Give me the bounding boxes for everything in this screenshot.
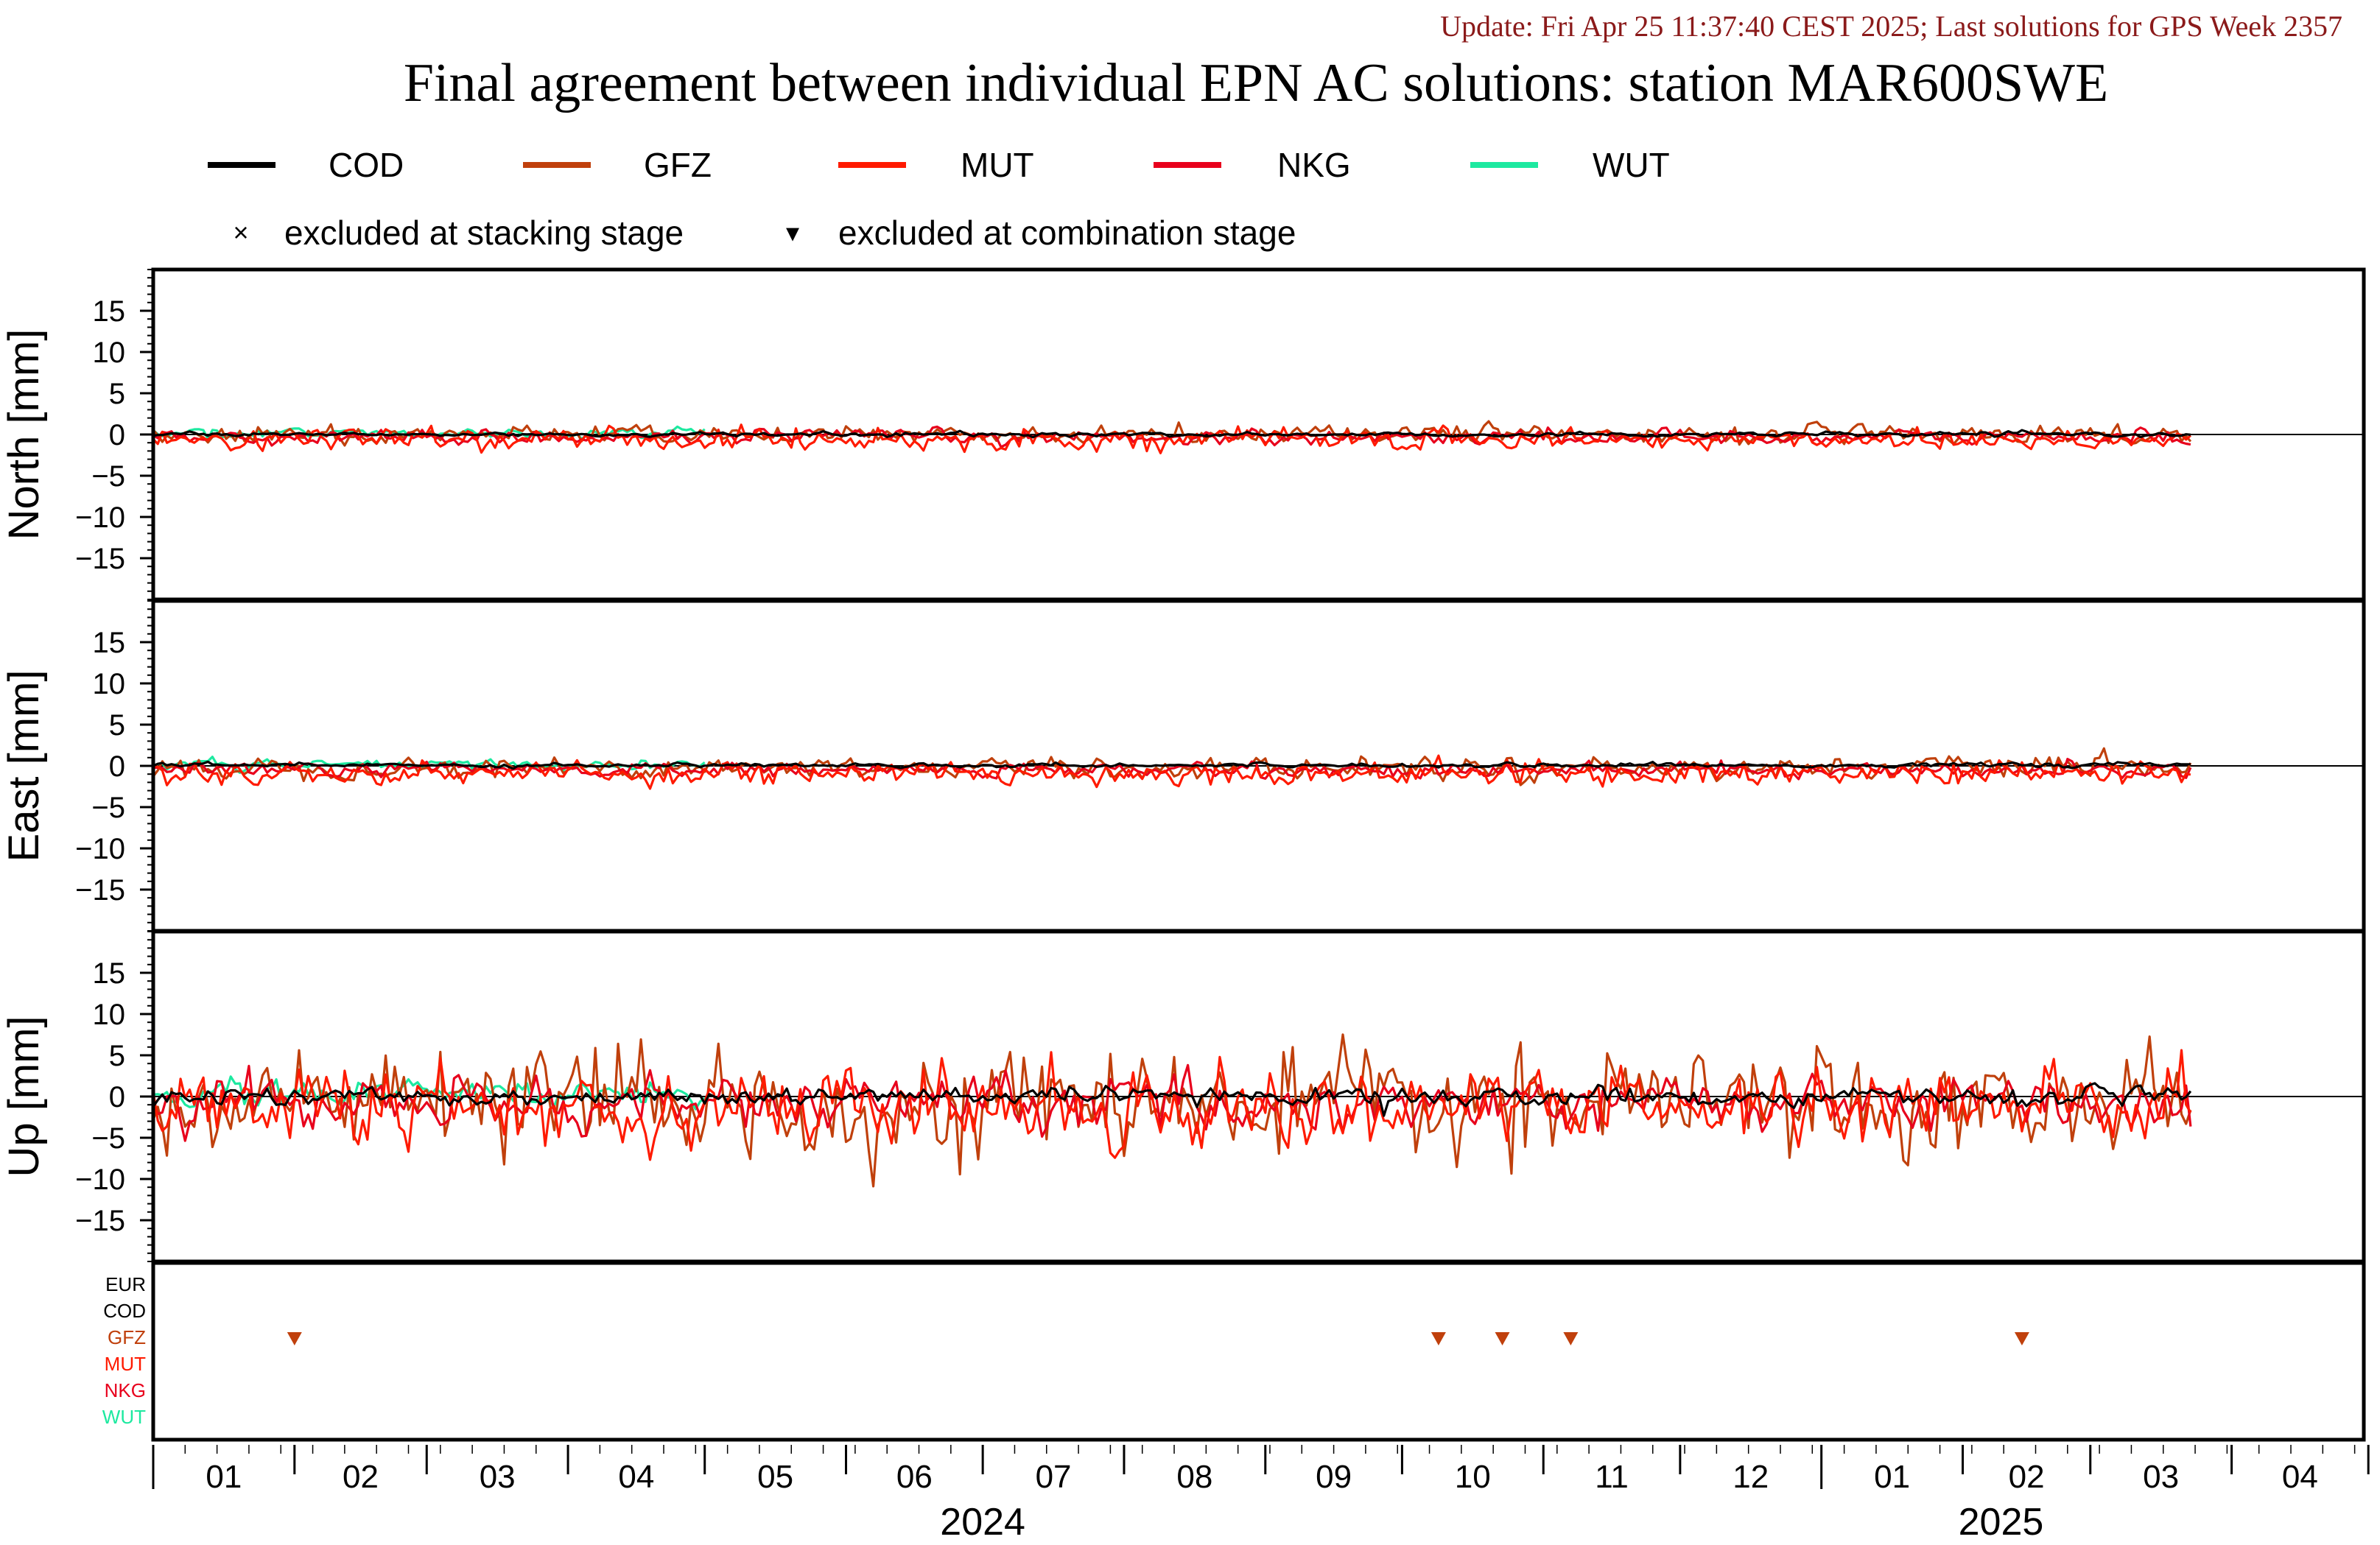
y-tick-label: 5 <box>109 378 125 410</box>
y-tick-label: −15 <box>75 1205 125 1237</box>
x-year-label: 2024 <box>940 1501 1025 1544</box>
x-month-label: 08 <box>1176 1459 1212 1495</box>
y-tick-label: −5 <box>91 792 125 824</box>
panel-east: −15 −10 −5 0 5 10 15 East [mm] <box>0 599 2366 933</box>
legend-label-cod: COD <box>329 146 404 184</box>
y-tick-label: −10 <box>75 501 125 534</box>
x-month-label: 03 <box>480 1459 516 1495</box>
exclusion-row-label: NKG <box>105 1379 146 1401</box>
x-month-label: 06 <box>896 1459 933 1495</box>
stacking-marker-icon: × <box>233 217 248 247</box>
x-axis: 01 02 03 04 05 06 07 08 09 10 11 12 01 02 03 04 2024 2025 <box>152 1445 2370 1544</box>
series-mut-line <box>152 1049 2192 1161</box>
y-axis-label: North [mm] <box>0 329 48 541</box>
y-axis-label: Up [mm] <box>0 1016 48 1177</box>
panel-up: −15 −10 −5 0 5 10 15 Up [mm] <box>0 929 2366 1264</box>
y-tick-label: 15 <box>93 627 126 659</box>
y-tick-label: 5 <box>109 709 125 742</box>
combination-exclusion-marker <box>287 1332 302 1345</box>
exclusion-row-label: COD <box>103 1300 146 1322</box>
y-tick-label: 0 <box>109 419 125 451</box>
y-tick-label: −5 <box>91 460 125 493</box>
y-tick-label: −10 <box>75 833 125 865</box>
y-tick-label: 10 <box>93 999 126 1031</box>
y-tick-label: −10 <box>75 1164 125 1196</box>
x-year-label: 2025 <box>1959 1501 2044 1544</box>
x-month-label: 12 <box>1733 1459 1769 1495</box>
y-tick-label: 15 <box>93 957 126 990</box>
combination-exclusion-marker <box>1431 1332 1446 1345</box>
combination-marker-label: excluded at combination stage <box>838 214 1296 252</box>
x-month-label: 04 <box>618 1459 654 1495</box>
stacking-marker-label: excluded at stacking stage <box>284 214 684 252</box>
y-tick-label: −5 <box>91 1122 125 1155</box>
legend-label-nkg: NKG <box>1277 146 1351 184</box>
y-tick-label: 0 <box>109 1081 125 1113</box>
x-month-label: 10 <box>1455 1459 1491 1495</box>
y-tick-label: 5 <box>109 1040 125 1072</box>
panel-north: −15 −10 −5 0 5 10 15 North [mm] <box>0 267 2366 602</box>
legend-label-mut: MUT <box>961 146 1034 184</box>
series-mut-line <box>152 423 2191 454</box>
x-month-label: 05 <box>757 1459 793 1495</box>
legend-label-wut: WUT <box>1593 146 1670 184</box>
combination-exclusion-marker <box>2014 1332 2029 1345</box>
x-month-label: 01 <box>206 1459 242 1495</box>
series-cod-line <box>152 1082 2192 1117</box>
x-month-label: 01 <box>1874 1459 1910 1495</box>
series-nkg-line <box>152 757 2192 781</box>
exclusion-row-label: MUT <box>105 1353 146 1375</box>
combination-exclusion-marker <box>1495 1332 1510 1345</box>
update-text: Update: Fri Apr 25 11:37:40 CEST 2025; L… <box>1440 10 2342 43</box>
x-month-label: 03 <box>2143 1459 2179 1495</box>
exclusion-panel: EUR COD GFZ MUT NKG WUT <box>102 1261 2366 1442</box>
series-mut-line <box>152 754 2191 790</box>
y-tick-label: 15 <box>93 295 126 328</box>
exclusion-frame <box>151 1261 2366 1442</box>
x-month-label: 04 <box>2282 1459 2318 1495</box>
y-tick-label: −15 <box>75 874 125 907</box>
combination-marker-icon: ▾ <box>786 217 799 247</box>
exclusion-row-label: EUR <box>105 1273 146 1295</box>
y-tick-label: 10 <box>93 668 126 700</box>
y-tick-label: 0 <box>109 750 125 783</box>
panels: −15 −10 −5 0 5 10 15 North [mm] −15 −10 −5 0 5 10 15 Ea… <box>0 267 2366 1264</box>
series-cod-line <box>152 429 2191 439</box>
exclusion-row-label: WUT <box>102 1406 146 1428</box>
x-month-label: 11 <box>1595 1459 1629 1495</box>
y-tick-label: 10 <box>93 337 126 369</box>
x-month-label: 09 <box>1316 1459 1352 1495</box>
x-month-label: 02 <box>2009 1459 2045 1495</box>
x-month-label: 07 <box>1036 1459 1072 1495</box>
series-cod-line <box>152 760 2191 770</box>
series-wut-line <box>152 1075 706 1111</box>
y-tick-label: −15 <box>75 543 125 575</box>
combination-exclusion-marker <box>1563 1332 1579 1345</box>
chart-title: Final agreement between individual EPN A… <box>404 53 2108 113</box>
x-month-label: 02 <box>343 1459 379 1495</box>
legend: COD GFZ MUT NKG WUT × excluded at stacki… <box>208 146 1670 252</box>
legend-label-gfz: GFZ <box>644 146 712 184</box>
y-axis-label: East [mm] <box>0 669 48 862</box>
exclusion-row-label: GFZ <box>108 1326 146 1348</box>
